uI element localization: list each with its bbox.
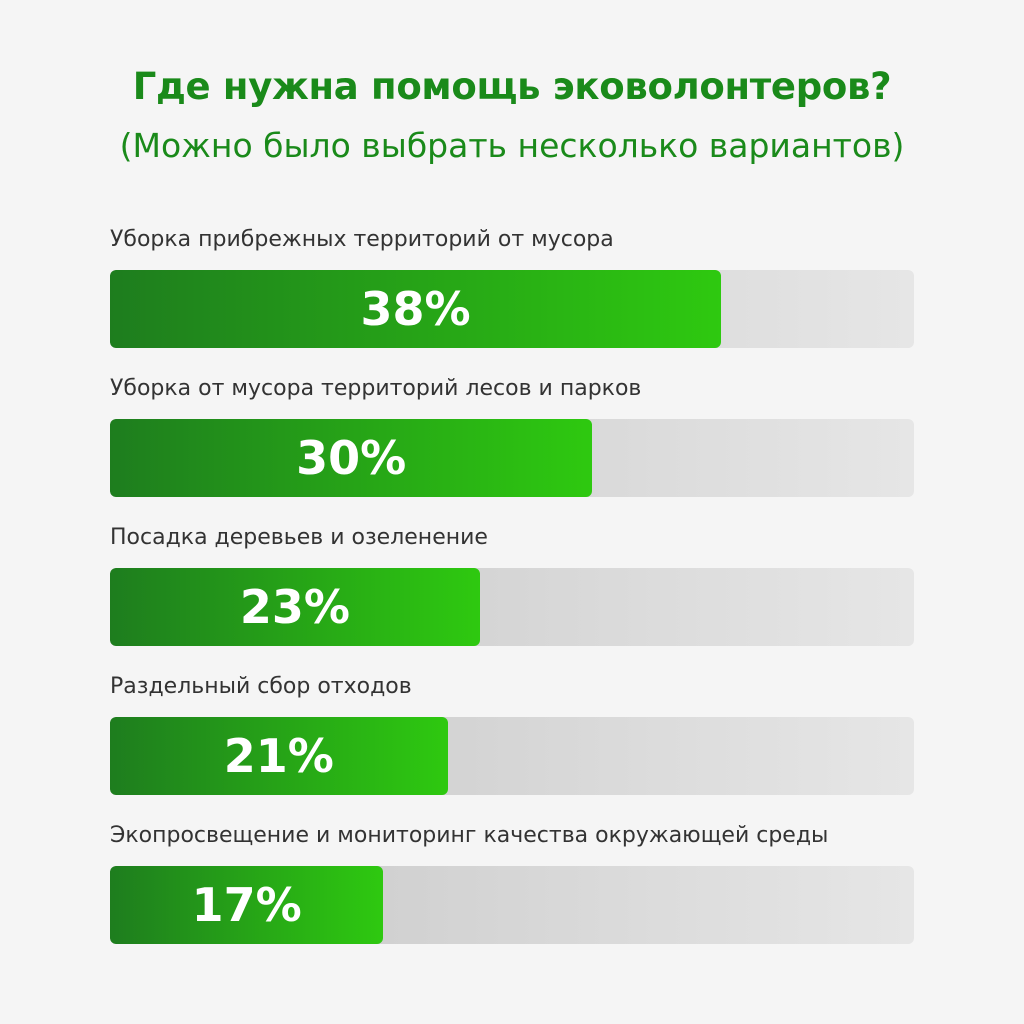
bar-category-label: Экопросвещение и мониторинг качества окр… — [110, 823, 829, 848]
bar-category-label: Уборка от мусора территорий лесов и парк… — [110, 376, 642, 401]
chart-subtitle: (Можно было выбрать несколько вариантов) — [119, 126, 905, 165]
bar-track: 38% — [110, 270, 914, 348]
bar-row: Экопросвещение и мониторинг качества окр… — [110, 821, 914, 944]
bar-row: Раздельный сбор отходов 21% — [110, 672, 914, 795]
bar-value-label: 38% — [360, 282, 471, 336]
bar — [110, 568, 480, 646]
bar — [110, 270, 722, 348]
bar — [110, 419, 593, 497]
bar — [110, 717, 448, 795]
bar-row: Посадка деревьев и озеленение 23% — [110, 523, 914, 646]
bar-track: 17% — [110, 866, 914, 944]
bar-value-label: 21% — [223, 729, 334, 783]
bar-value-label: 30% — [296, 431, 407, 485]
bar-track: 23% — [110, 568, 914, 646]
bar-row: Уборка от мусора территорий лесов и парк… — [110, 374, 914, 497]
bar-row: Уборка прибрежных территорий от мусора 38… — [110, 225, 914, 348]
bar-category-label: Уборка прибрежных территорий от мусора — [110, 227, 614, 252]
bar-category-label: Раздельный сбор отходов — [110, 674, 412, 699]
bar-value-label: 17% — [191, 878, 302, 932]
bar-track: 21% — [110, 717, 914, 795]
bar — [110, 866, 384, 944]
chart-title: Где нужна помощь эковолонтеров? — [132, 65, 892, 108]
bar-category-label: Посадка деревьев и озеленение — [110, 525, 488, 550]
bar-value-label: 23% — [239, 580, 350, 634]
bar-track: 30% — [110, 419, 914, 497]
